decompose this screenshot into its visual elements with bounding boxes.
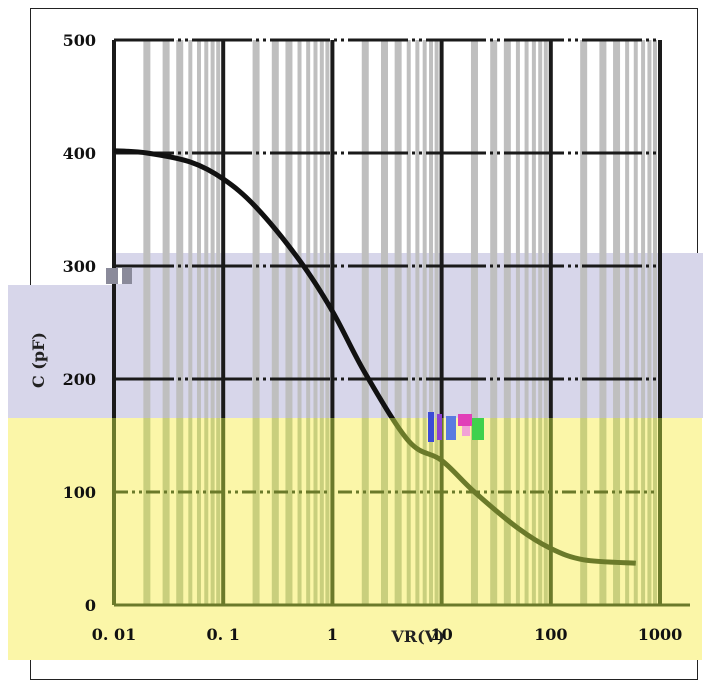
y-tick-label: 100 — [63, 483, 96, 502]
glitch-artifact — [428, 412, 484, 442]
axis-marker — [106, 268, 132, 284]
y-axis-label: C (pF) — [29, 332, 48, 388]
x-axis-label: VR(V) — [390, 627, 444, 646]
x-tick-label: 0. 1 — [206, 625, 239, 644]
x-tick-label: 0. 01 — [92, 625, 137, 644]
x-tick-label: 1 — [327, 625, 338, 644]
y-tick-label: 500 — [63, 31, 96, 50]
lavender-band-left — [8, 285, 114, 418]
capacitance-curve — [113, 148, 396, 418]
capacitance-curve-lower — [389, 418, 636, 566]
y-tick-label: 300 — [63, 257, 96, 276]
y-tick-label: 400 — [63, 144, 96, 163]
y-tick-label: 200 — [63, 370, 96, 389]
x-tick-label: 1000 — [638, 625, 683, 644]
x-tick-label: 10 — [430, 625, 452, 644]
x-tick-label: 100 — [534, 625, 567, 644]
y-tick-label: 0 — [85, 596, 96, 615]
